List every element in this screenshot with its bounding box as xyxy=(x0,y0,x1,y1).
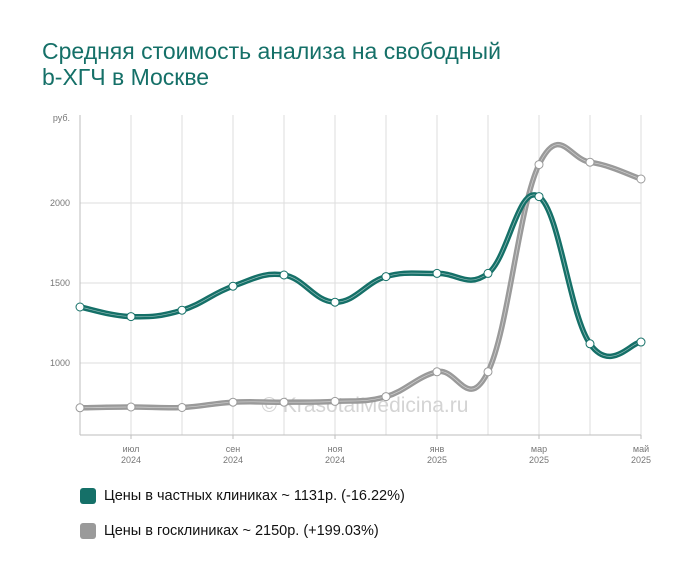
x-tick-month: май xyxy=(633,444,649,454)
data-point[interactable] xyxy=(432,367,442,377)
series-line-highlight-0 xyxy=(79,194,642,357)
data-point[interactable] xyxy=(534,160,544,170)
legend-swatch-private xyxy=(80,488,96,504)
series-line-1 xyxy=(77,141,644,411)
data-point[interactable] xyxy=(534,192,544,202)
data-point[interactable] xyxy=(330,396,340,406)
legend-label-private: Цены в частных клиниках ~ 1131р. (-16.22… xyxy=(104,488,405,504)
y-tick-labels: 1000 1500 2000 xyxy=(50,198,70,368)
y-tick-label: 1000 xyxy=(50,358,70,368)
data-point[interactable] xyxy=(432,268,442,278)
x-tick-month: янв xyxy=(430,444,445,454)
data-point[interactable] xyxy=(228,397,238,407)
title-line-1: Средняя стоимость анализа на свободный xyxy=(42,38,501,64)
x-tick-year: 2024 xyxy=(223,455,243,465)
data-point[interactable] xyxy=(585,157,595,167)
chart-title: Средняя стоимость анализа на свободный b… xyxy=(42,38,602,90)
data-point[interactable] xyxy=(483,367,493,377)
y-tick-label: 2000 xyxy=(50,198,70,208)
data-point[interactable] xyxy=(228,281,238,291)
x-tick-year: 2025 xyxy=(529,455,549,465)
x-tick-year: 2024 xyxy=(121,455,141,465)
data-point[interactable] xyxy=(381,392,391,402)
x-tick-year: 2025 xyxy=(427,455,447,465)
data-point[interactable] xyxy=(636,337,646,347)
x-tick-month: ноя xyxy=(328,444,343,454)
data-point[interactable] xyxy=(75,302,85,312)
x-tick-month: июл xyxy=(123,444,140,454)
legend-label-public: Цены в госклиниках ~ 2150р. (+199.03%) xyxy=(104,523,379,539)
data-point[interactable] xyxy=(585,339,595,349)
series-line-highlight-1 xyxy=(79,144,642,409)
data-point[interactable] xyxy=(126,402,136,412)
data-point[interactable] xyxy=(279,397,289,407)
legend: Цены в частных клиниках ~ 1131р. (-16.22… xyxy=(80,486,405,556)
watermark: © KrasotaiMedicina.ru xyxy=(262,394,469,417)
y-axis-label: руб. xyxy=(53,113,70,123)
data-point[interactable] xyxy=(126,312,136,322)
data-point[interactable] xyxy=(75,403,85,413)
series-lines xyxy=(77,141,644,411)
x-tick-year: 2024 xyxy=(325,455,345,465)
x-tick-month: мар xyxy=(531,444,547,454)
legend-item-public[interactable]: Цены в госклиниках ~ 2150р. (+199.03%) xyxy=(80,521,405,541)
data-point[interactable] xyxy=(483,268,493,278)
x-tick-month: сен xyxy=(226,444,241,454)
x-tick-year: 2025 xyxy=(631,455,651,465)
series-line-0 xyxy=(77,192,644,360)
x-tick-labels: июл2024сен2024ноя2024янв2025мар2025май20… xyxy=(121,435,651,465)
data-point[interactable] xyxy=(636,174,646,184)
data-point[interactable] xyxy=(177,402,187,412)
data-points xyxy=(75,157,646,413)
grid-lines xyxy=(79,115,642,436)
y-tick-label: 1500 xyxy=(50,278,70,288)
title-line-2: b-ХГЧ в Москве xyxy=(42,64,210,90)
legend-swatch-public xyxy=(80,523,96,539)
legend-item-private[interactable]: Цены в частных клиниках ~ 1131р. (-16.22… xyxy=(80,486,405,506)
data-point[interactable] xyxy=(381,272,391,282)
data-point[interactable] xyxy=(279,270,289,280)
data-point[interactable] xyxy=(330,297,340,307)
data-point[interactable] xyxy=(177,305,187,315)
